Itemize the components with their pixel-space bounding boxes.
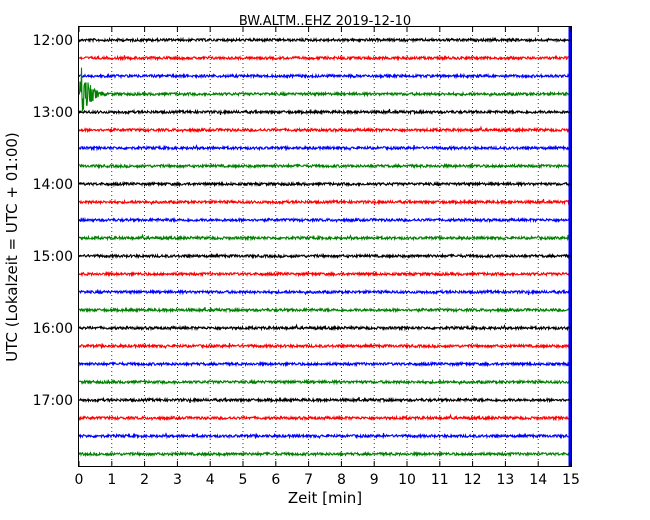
seismic-trace [78,125,572,134]
seismic-trace [78,396,572,404]
x-tick-label: 7 [304,472,313,488]
y-tick-label: 12:00 [33,33,73,49]
x-tick-label: 6 [271,472,280,488]
seismic-trace [78,54,572,62]
y-tick-label: 16:00 [33,321,73,337]
seismic-trace [78,342,572,350]
seismic-trace [78,378,572,386]
y-tick-label: 13:00 [33,105,73,121]
x-tick-label: 10 [398,472,416,488]
x-tick-label: 15 [562,472,580,488]
x-tick-label: 8 [337,472,346,488]
y-axis-label: UTC (Lokalzeit = UTC + 01:00) [3,132,21,362]
seismic-trace [78,144,572,152]
seismic-trace [78,360,572,368]
seismic-trace [78,432,572,440]
seismic-trace [78,252,572,260]
y-tick-label: 17:00 [33,393,73,409]
seismic-trace [78,216,572,224]
x-tick-label: 2 [140,472,149,488]
x-tick-label: 13 [496,472,514,488]
seismic-trace [78,36,572,44]
x-tick-label: 11 [431,472,449,488]
seismic-trace [78,72,572,80]
x-tick-label: 14 [529,472,547,488]
x-tick-label: 4 [206,472,215,488]
seismic-trace [78,198,572,206]
x-tick-label: 0 [75,472,84,488]
y-axis-ticks: 12:00 13:00 14:00 15:00 16:00 17:00 [33,33,571,409]
x-axis-ticks: 0 1 2 3 4 5 6 7 8 9 10 11 12 13 14 15 [75,27,580,488]
seismic-trace [78,180,572,188]
seismic-trace [78,67,572,112]
seismic-trace [78,233,572,242]
y-tick-label: 14:00 [33,177,73,193]
y-tick-label: 15:00 [33,249,73,265]
seismic-trace [78,288,572,296]
seismic-trace [78,413,572,422]
x-tick-label: 9 [370,472,379,488]
x-tick-label: 5 [239,472,248,488]
seismic-trace [78,270,572,278]
seismic-trace [78,450,572,458]
plot-frame [78,26,572,467]
x-tick-label: 3 [173,472,182,488]
chart-title: BW.ALTM..EHZ 2019-12-10 [239,14,411,29]
seismic-trace [78,162,572,170]
x-axis-label: Zeit [min] [288,489,362,507]
seismic-trace [78,108,572,116]
traces [78,27,572,466]
x-tick-label: 1 [107,472,116,488]
seismic-trace [78,323,572,332]
seismic-trace [78,306,572,314]
x-tick-label: 12 [464,472,482,488]
